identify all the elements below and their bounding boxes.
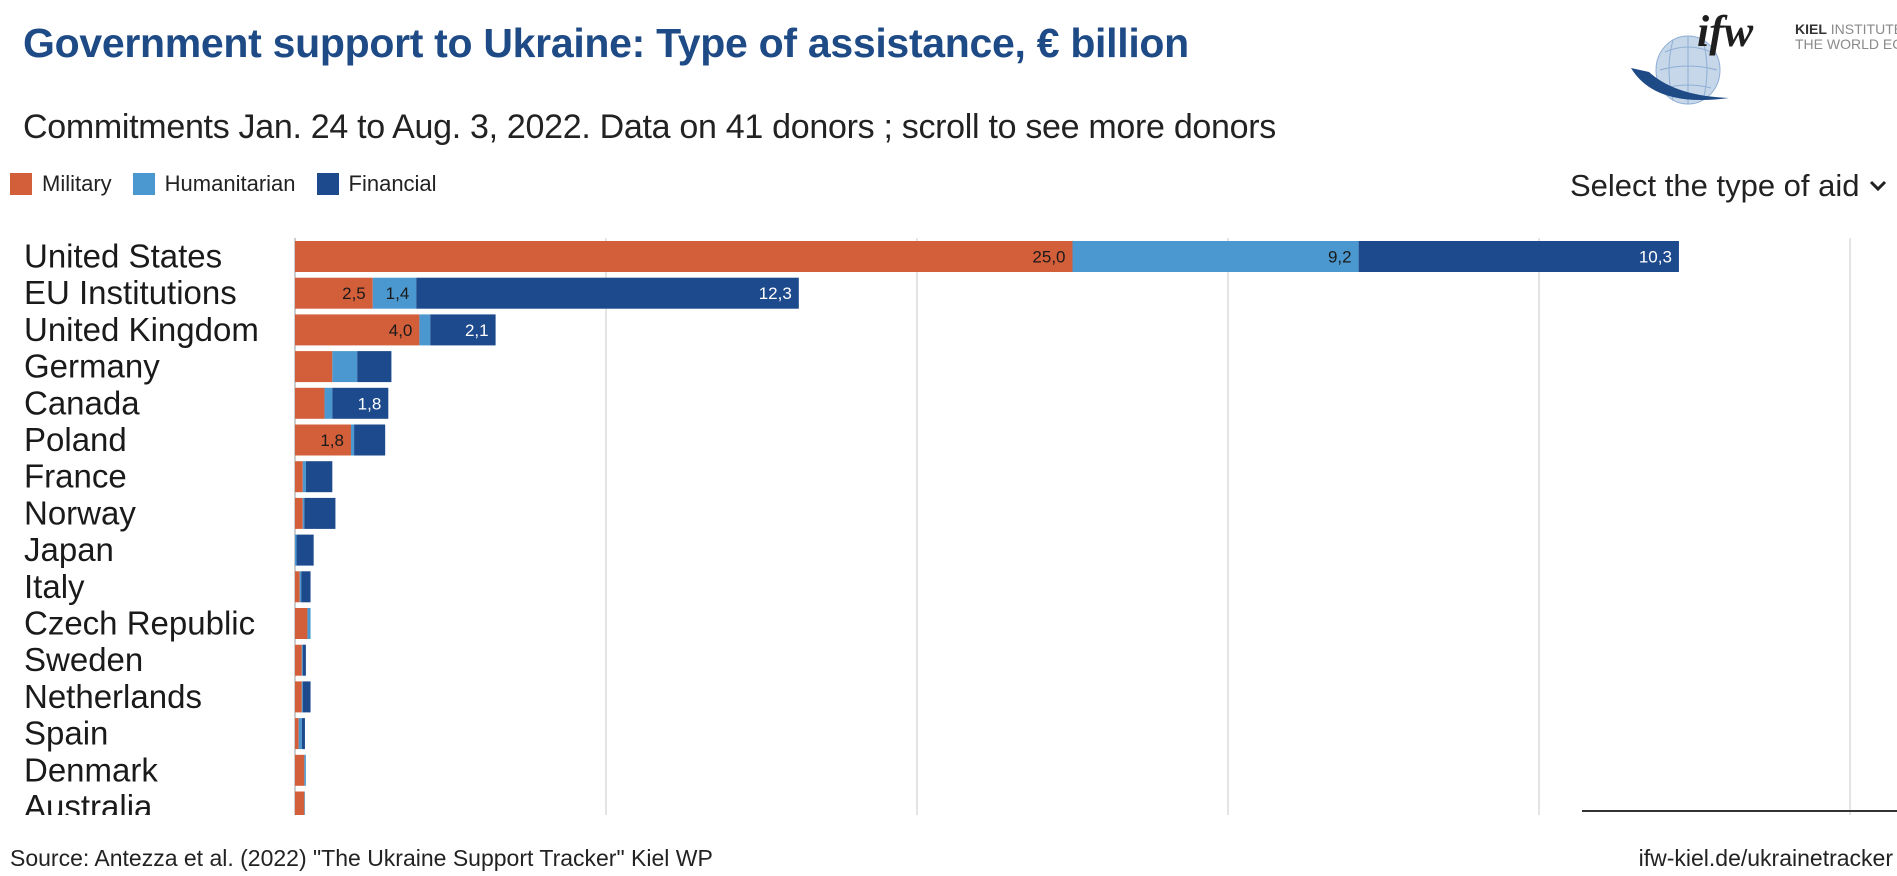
bar-segment-financial <box>354 424 386 456</box>
category-label: United Kingdom <box>24 311 259 348</box>
category-label: Sweden <box>24 641 143 678</box>
tracker-link[interactable]: ifw-kiel.de/ukrainetracker <box>1638 845 1893 871</box>
data-label: 1,8 <box>358 394 382 413</box>
category-label: Canada <box>24 384 140 421</box>
logo-text: KIEL INSTITUTE FORTHE WORLD ECONOMY <box>1795 21 1897 52</box>
bar-segment-financial <box>302 644 306 676</box>
bar-segment-military <box>295 608 308 639</box>
bar-segment-financial <box>296 534 314 566</box>
category-label: EU Institutions <box>24 274 237 311</box>
bar-segment-military <box>295 791 305 815</box>
bar-segment-military <box>295 241 1073 272</box>
data-label: 10,3 <box>1639 248 1672 267</box>
bar-segment-financial <box>357 351 392 383</box>
legend-swatch-financial <box>316 173 339 195</box>
data-label: 2,1 <box>465 321 489 340</box>
bar-segment-financial <box>301 718 305 750</box>
legend-label-financial: Financial <box>348 171 437 196</box>
bar-segment-humanitarian <box>419 314 431 346</box>
data-label: 25,0 <box>1032 248 1065 267</box>
bar-segment-humanitarian <box>350 424 355 456</box>
bar-segment-humanitarian <box>299 571 302 603</box>
category-label: Denmark <box>24 751 158 788</box>
bar-segment-military <box>295 571 300 603</box>
bar-segment-military <box>295 351 333 383</box>
bar-segment-military <box>295 718 299 750</box>
bar-segment-military <box>295 461 303 493</box>
bar-segment-humanitarian <box>307 608 311 639</box>
bar-segment-financial <box>430 314 496 346</box>
legend-swatch-humanitarian <box>132 173 155 195</box>
legend: Military Humanitarian Financial <box>10 171 458 197</box>
legend-item-financial[interactable]: Financial <box>316 171 437 197</box>
category-label: Germany <box>24 348 160 385</box>
category-label: United States <box>24 238 222 275</box>
ifw-logo: ifw <box>1631 12 1754 105</box>
legend-swatch-military <box>10 173 32 195</box>
bar-segment-humanitarian <box>302 497 305 529</box>
svg-text:ifw: ifw <box>1697 12 1754 56</box>
bar-segment-humanitarian <box>301 644 303 676</box>
stacked-bar-chart: United States 25,0 9,2 10,3 EU Institutions 2… <box>24 238 1897 815</box>
chart-area[interactable]: United States 25,0 9,2 10,3 EU Institutions 2… <box>0 235 1897 815</box>
bar-segment-humanitarian <box>304 754 306 786</box>
category-label: Czech Republic <box>24 605 255 642</box>
data-label: 1,4 <box>386 284 410 303</box>
category-label: Spain <box>24 715 108 752</box>
bar-segment-humanitarian <box>324 387 333 419</box>
chart-title: Government support to Ukraine: Type of a… <box>23 20 1189 66</box>
bar-segment-humanitarian <box>372 277 417 309</box>
legend-label-humanitarian: Humanitarian <box>164 171 296 196</box>
bar-segment-humanitarian <box>302 461 306 493</box>
category-label: Norway <box>24 494 136 531</box>
bar-segment-financial <box>302 681 311 713</box>
category-label: France <box>24 458 127 495</box>
bar-segment-military <box>295 754 305 786</box>
bar-segment-military <box>295 387 325 419</box>
bar-segment-financial <box>305 461 333 493</box>
data-label: 2,5 <box>342 284 366 303</box>
source-note: Source: Antezza et al. (2022) "The Ukrai… <box>10 845 713 871</box>
category-label: Poland <box>24 421 127 458</box>
bar-segment-military <box>295 424 351 456</box>
data-label: 9,2 <box>1328 248 1352 267</box>
data-label: 1,8 <box>320 431 344 450</box>
bar-segment-financial <box>332 387 389 419</box>
chevron-down-icon <box>1869 180 1886 192</box>
bar-segment-humanitarian <box>304 791 305 815</box>
data-label: 4,0 <box>389 321 413 340</box>
bar-segment-military <box>295 497 303 529</box>
bar-segment-military <box>295 314 420 346</box>
bar-segment-humanitarian <box>295 534 297 566</box>
bar-segment-humanitarian <box>298 718 302 750</box>
bar-segment-financial <box>1358 241 1679 272</box>
bar-segment-humanitarian <box>332 351 358 383</box>
bar-segment-financial <box>416 277 799 309</box>
category-label: Australia <box>24 788 153 815</box>
legend-item-humanitarian[interactable]: Humanitarian <box>132 171 296 197</box>
bar-segment-humanitarian <box>301 681 303 713</box>
bar-segment-financial <box>304 497 336 529</box>
bar-segment-financial <box>301 571 311 603</box>
data-label: 12,3 <box>759 284 792 303</box>
bar-segment-humanitarian <box>1072 241 1359 272</box>
aid-type-dropdown-label: Select the type of aid <box>1570 168 1860 203</box>
category-label: Italy <box>24 568 85 605</box>
bar-segment-military <box>295 681 302 713</box>
bar-segment-military <box>295 644 302 676</box>
chart-subtitle: Commitments Jan. 24 to Aug. 3, 2022. Dat… <box>23 108 1276 146</box>
category-label: Netherlands <box>24 678 202 715</box>
category-label: Japan <box>24 531 114 568</box>
aid-type-dropdown[interactable]: Select the type of aid <box>1570 168 1888 204</box>
legend-item-military[interactable]: Military <box>10 171 112 197</box>
legend-label-military: Military <box>42 171 112 196</box>
bar-segment-military <box>295 277 373 309</box>
